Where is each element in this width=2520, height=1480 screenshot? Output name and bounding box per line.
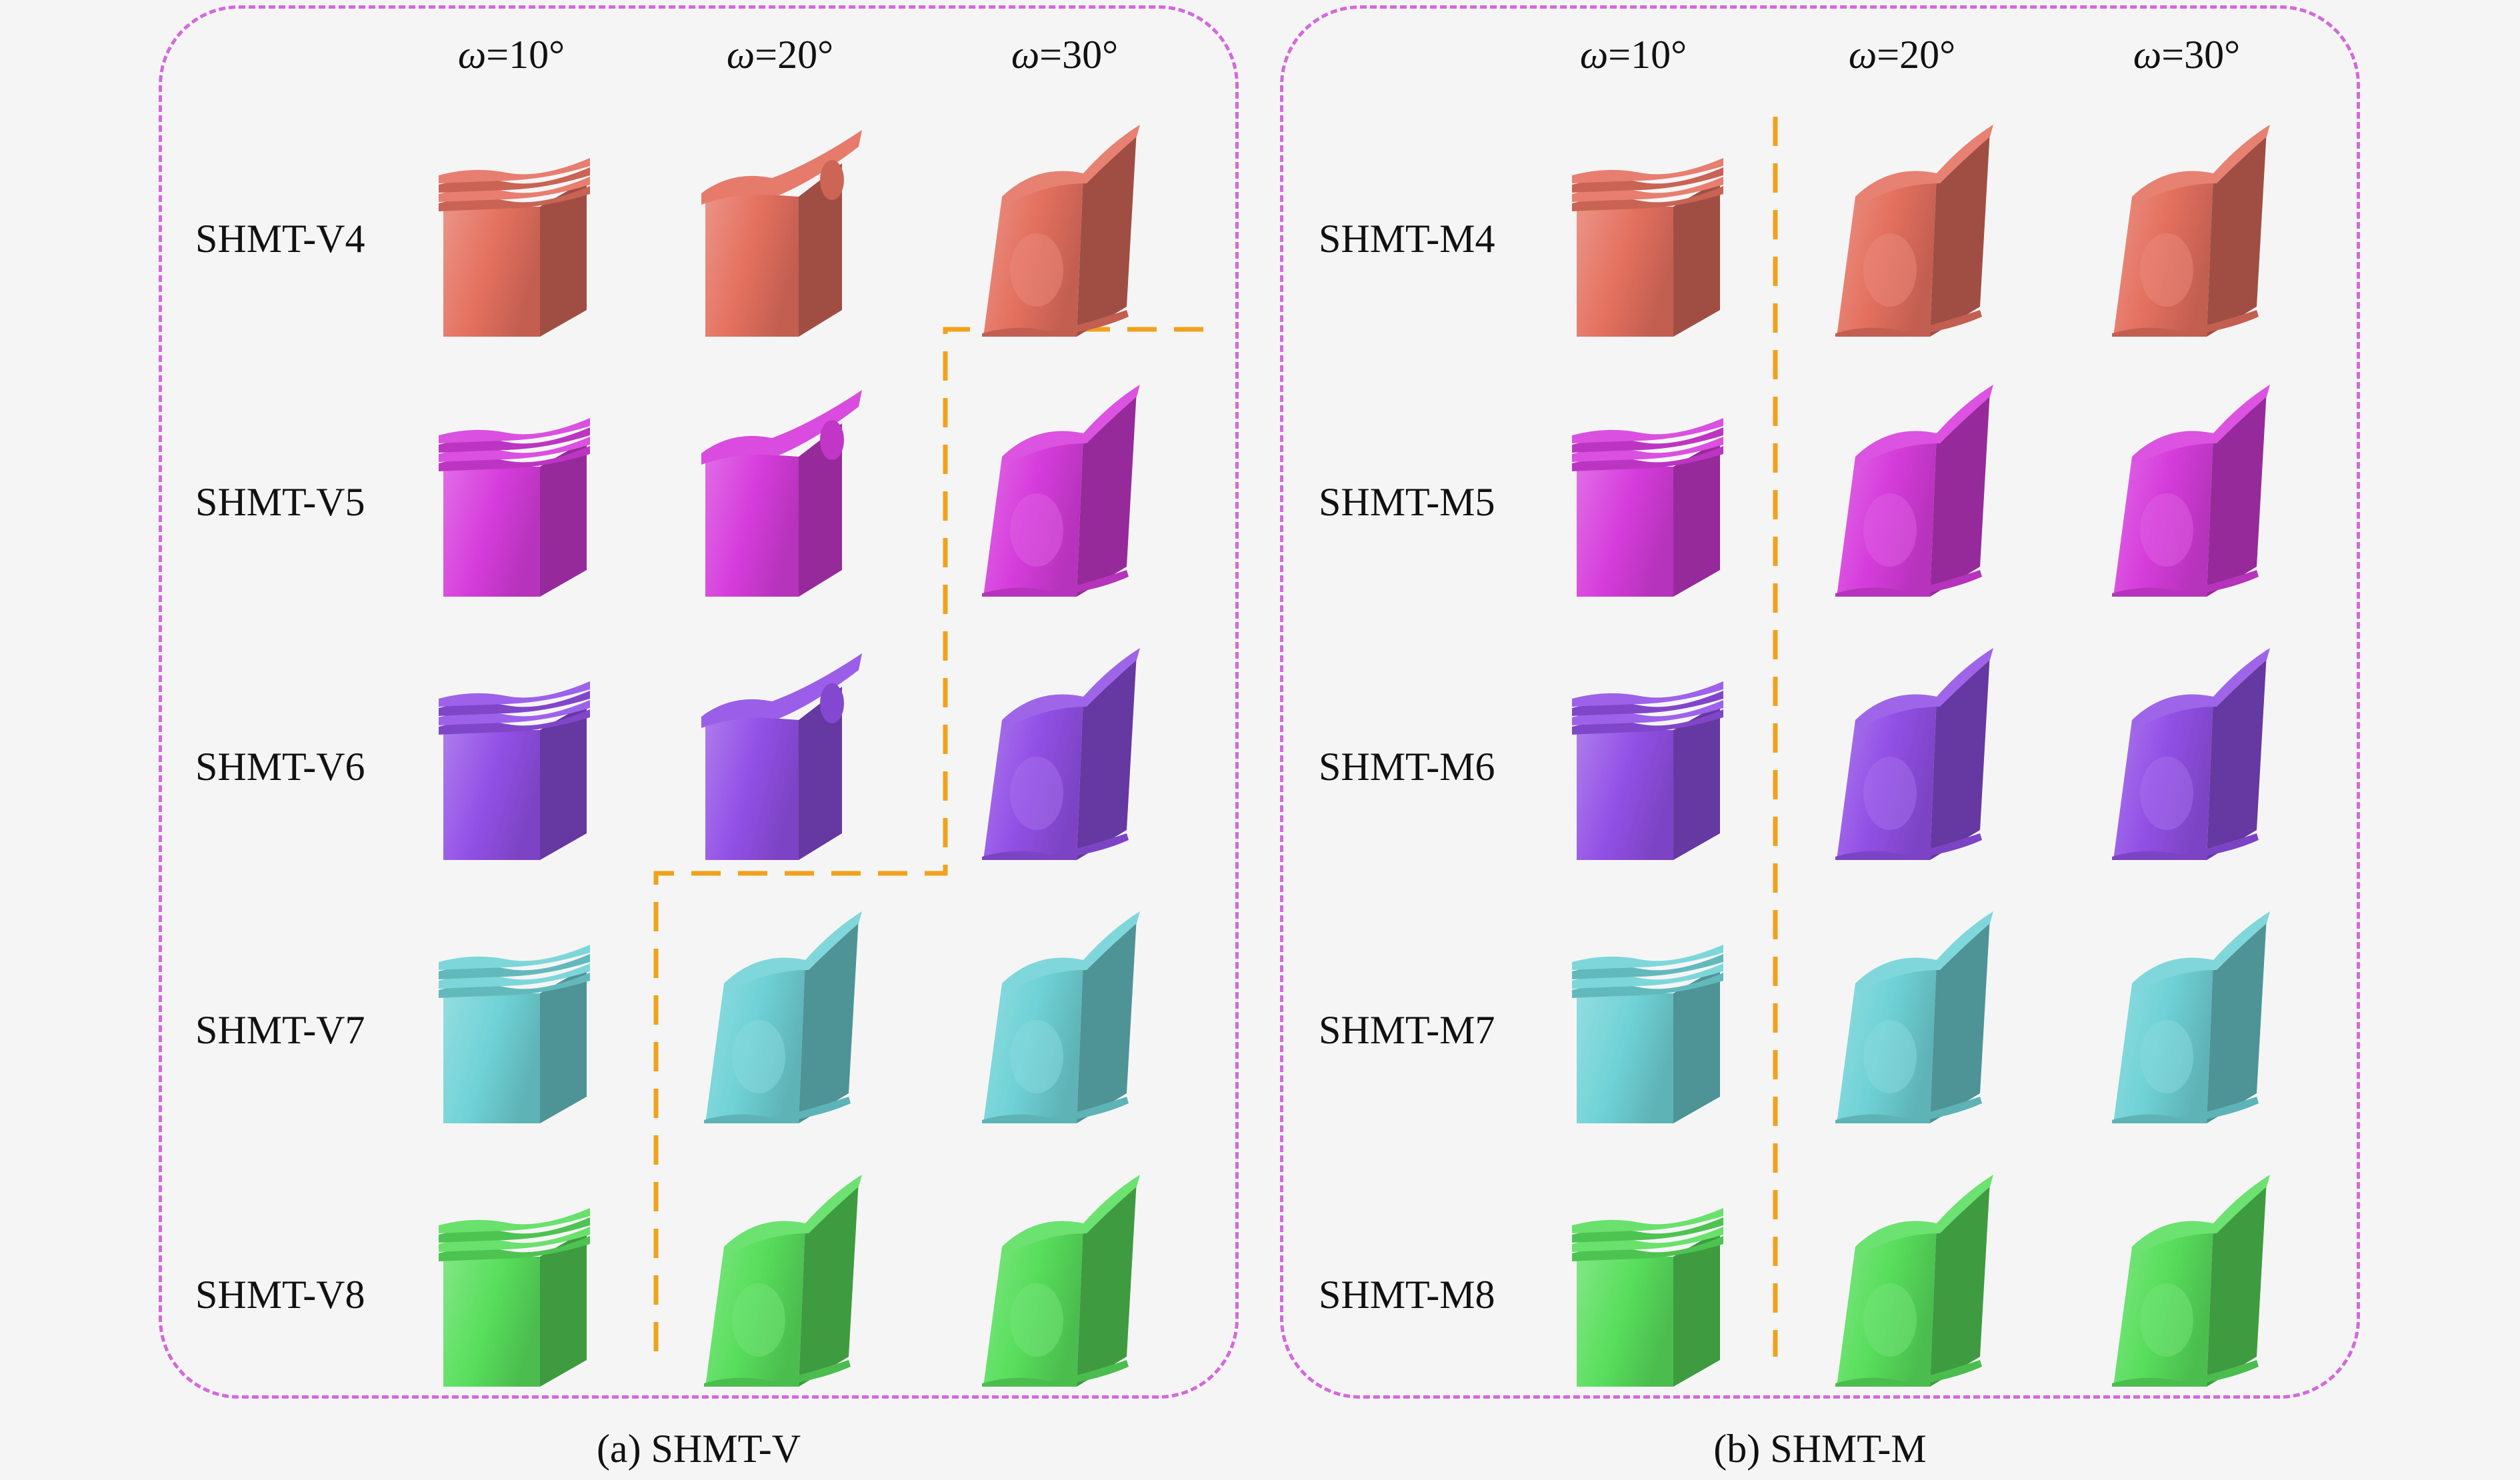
specimen-image <box>439 418 590 597</box>
panel-a-row-label: SHMT-V8 <box>195 1273 365 1317</box>
specimen-image <box>982 1175 1140 1387</box>
panel-b-col-head-2: ω=20° <box>1848 33 1956 77</box>
specimen-image <box>2112 911 2270 1123</box>
panel-b-border <box>1280 5 2360 1399</box>
specimen-image <box>1572 158 1723 337</box>
specimen-image <box>1572 418 1723 597</box>
panel-a-row-label: SHMT-V5 <box>195 480 365 524</box>
specimen-image <box>704 911 862 1123</box>
specimen-image <box>1572 681 1723 860</box>
specimen-image <box>701 653 862 860</box>
panel-b-row-label: SHMT-M4 <box>1319 217 1495 261</box>
panel-a-row-label: SHMT-V4 <box>195 217 365 261</box>
specimen-image <box>439 1208 590 1387</box>
panel-a-col-head-3: ω=30° <box>1011 33 1119 77</box>
panel-b-row-label: SHMT-M8 <box>1319 1273 1495 1317</box>
specimen-image <box>1835 125 1993 337</box>
panel-a-caption: (a) SHMT-V <box>596 1427 801 1471</box>
panel-b-row-label: SHMT-M5 <box>1319 480 1495 524</box>
specimen-image <box>982 125 1140 337</box>
specimen-image <box>1835 1175 1993 1387</box>
specimen-image <box>439 945 590 1123</box>
panel-a-border <box>159 5 1239 1399</box>
panel-b-col-head-3: ω=30° <box>2133 33 2241 77</box>
specimen-image <box>1572 1208 1723 1387</box>
specimen-image <box>1572 945 1723 1123</box>
specimen-image <box>701 130 862 337</box>
panel-a-row-label: SHMT-V7 <box>195 1008 365 1052</box>
specimen-image <box>1835 911 1993 1123</box>
specimen-image <box>982 648 1140 860</box>
specimen-image <box>701 390 862 597</box>
specimen-image <box>2112 125 2270 337</box>
specimen-image <box>1835 385 1993 597</box>
specimen-image <box>982 911 1140 1123</box>
specimen-image <box>439 158 590 337</box>
panel-a-col-head-1: ω=10° <box>457 33 565 77</box>
specimen-image <box>2112 1175 2270 1387</box>
specimen-image <box>2112 648 2270 860</box>
specimen-image <box>2112 385 2270 597</box>
specimen-image <box>704 1175 862 1387</box>
specimen-image <box>439 681 590 860</box>
panel-a-row-label: SHMT-V6 <box>195 745 365 789</box>
panel-a-col-head-2: ω=20° <box>726 33 834 77</box>
specimen-image <box>982 385 1140 597</box>
specimen-image <box>1835 648 1993 860</box>
panel-b-row-label: SHMT-M7 <box>1319 1008 1495 1052</box>
panel-b-col-head-1: ω=10° <box>1579 33 1687 77</box>
panel-b-row-label: SHMT-M6 <box>1319 745 1495 789</box>
panel-b-caption: (b) SHMT-M <box>1713 1427 1927 1471</box>
